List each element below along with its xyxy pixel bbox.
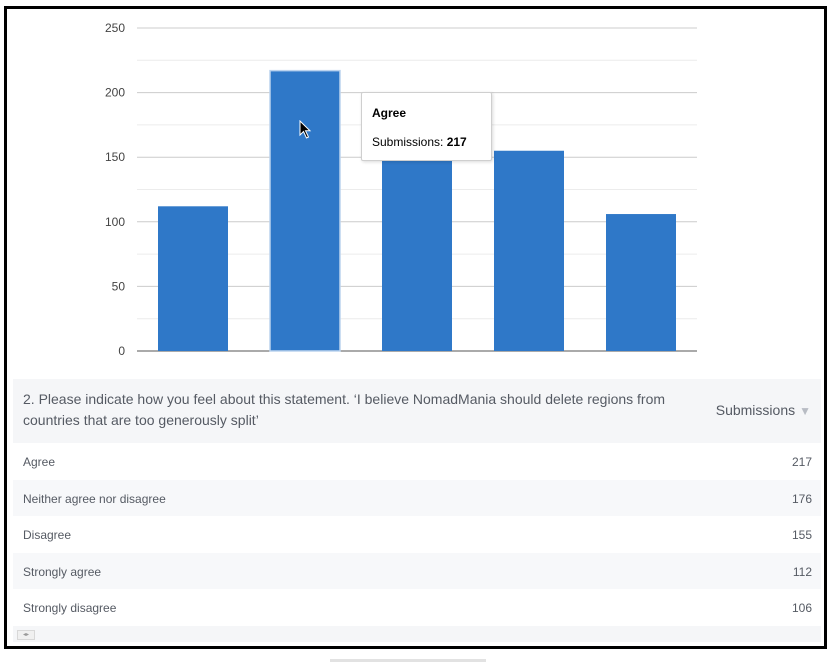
row-label: Neither agree nor disagree <box>23 491 166 506</box>
scroll-arrows-icon[interactable]: ◂▸ <box>17 629 35 640</box>
tooltip-label: Submissions: <box>372 135 447 149</box>
question-text: 2. Please indicate how you feel about th… <box>23 391 666 428</box>
submissions-column-header[interactable]: Submissions ▼ <box>716 402 811 418</box>
chart-frame: 0 50 100 150 200 250 Agree Submissions: 217 2… <box>4 6 827 649</box>
y-tick-label: 200 <box>105 86 125 100</box>
row-value: 112 <box>792 564 812 579</box>
row-value: 217 <box>791 455 812 469</box>
y-tick-label: 50 <box>112 279 126 293</box>
table-row: Strongly disagree 106 <box>13 589 821 626</box>
bar-chart: 0 50 100 150 200 250 <box>105 21 697 358</box>
bottom-strip <box>330 659 486 662</box>
row-label: Disagree <box>23 528 72 542</box>
bar-agree[interactable] <box>269 69 341 352</box>
table-row: Disagree 155 <box>13 516 821 553</box>
bar-disagree[interactable] <box>494 150 564 351</box>
table-body: Agree 217 Neither agree nor disagree 176 Dis… <box>13 443 821 626</box>
triangle-down-icon[interactable]: ▼ <box>799 404 811 418</box>
table-header: 2. Please indicate how you feel about th… <box>13 379 821 443</box>
bar-neither-agree-nor-disagree[interactable] <box>382 123 452 351</box>
tooltip-line: Submissions: 217 <box>372 135 467 149</box>
column-header-label: Submissions <box>715 402 796 418</box>
row-label: Strongly disagree <box>23 601 117 615</box>
row-value: 106 <box>791 601 812 615</box>
row-label: Agree <box>23 455 56 469</box>
bar-strongly-agree[interactable] <box>158 206 228 351</box>
results-table: 2. Please indicate how you feel about th… <box>13 379 821 642</box>
table-row: Strongly agree 112 <box>13 552 821 589</box>
row-value: 155 <box>791 528 812 542</box>
bar-strongly-disagree[interactable] <box>606 214 676 351</box>
chart-tooltip: Agree Submissions: 217 <box>361 92 492 161</box>
y-tick-label: 0 <box>118 344 125 358</box>
y-tick-label: 150 <box>105 150 125 164</box>
y-tick-label: 100 <box>105 215 125 229</box>
row-label: Strongly agree <box>23 564 102 579</box>
tooltip-title: Agree <box>372 106 407 120</box>
horizontal-scrollbar[interactable]: ◂▸ <box>13 625 821 642</box>
table-row: Neither agree nor disagree 176 <box>13 479 821 516</box>
y-tick-label: 250 <box>105 21 125 35</box>
tooltip-value: 217 <box>446 135 467 149</box>
mouse-pointer-icon <box>299 120 312 139</box>
table-row: Agree 217 <box>13 443 821 480</box>
row-value: 176 <box>791 491 812 506</box>
